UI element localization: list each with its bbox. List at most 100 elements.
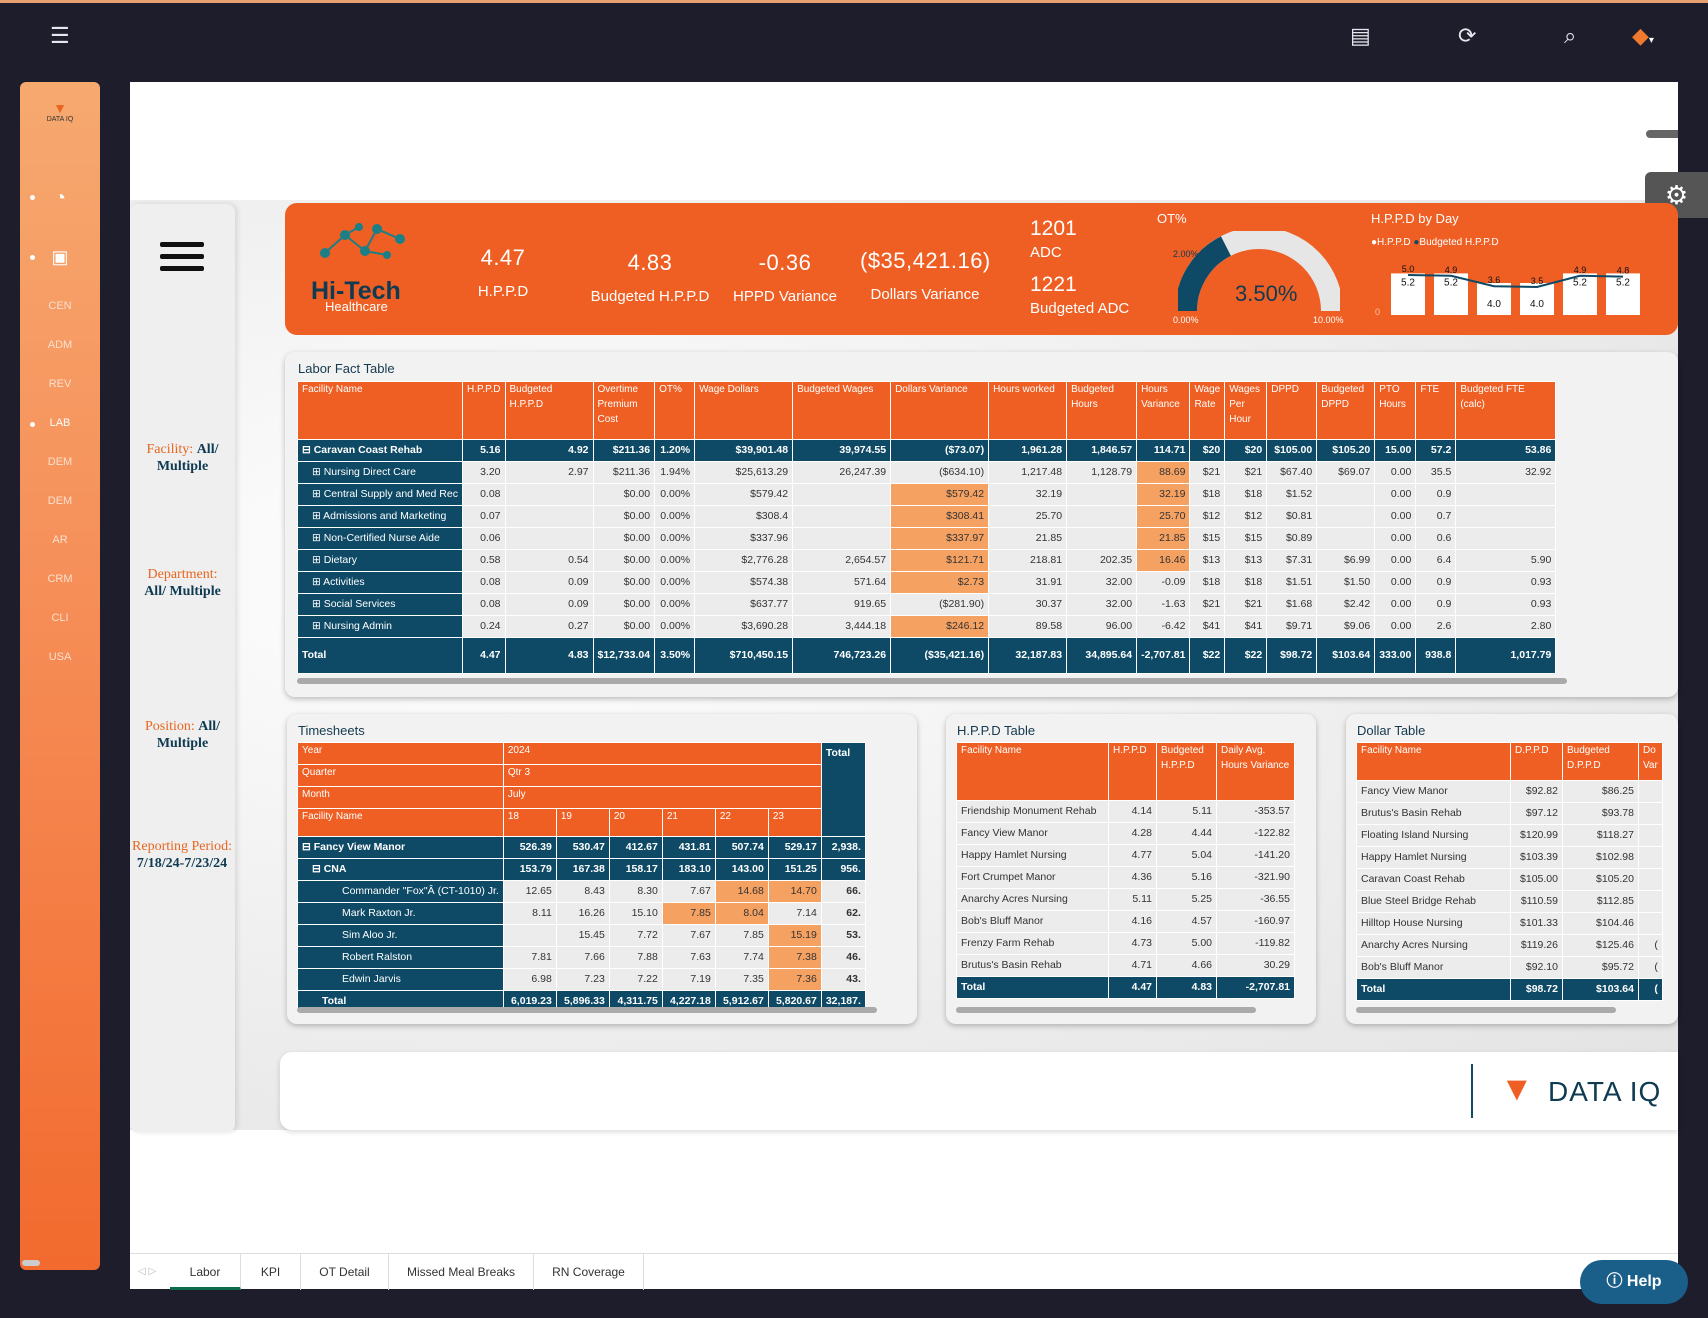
labor-cell: $20 <box>1189 439 1226 462</box>
ts-header-label: Month <box>297 786 504 809</box>
budgeted-hppd-line <box>1407 274 1624 289</box>
hitech-molecule-icon <box>315 223 415 263</box>
ts-cell: 14.70 <box>767 880 822 903</box>
hamburger-icon-line[interactable] <box>160 254 204 259</box>
hamburger-icon-line[interactable] <box>160 266 204 271</box>
labor-cell: $1.50 <box>1316 571 1376 594</box>
sidebar-item-adm[interactable]: ADM <box>47 339 73 351</box>
hamburger-icon[interactable] <box>160 242 204 247</box>
sidebar-item-cen[interactable]: CEN <box>48 300 72 312</box>
pie-chart-icon[interactable]: ◔ <box>53 187 67 209</box>
ts-header-value: 2024 <box>502 742 822 765</box>
labor-cell <box>504 505 594 528</box>
fox-avatar-icon[interactable]: ◆▾ <box>1632 23 1654 48</box>
labor-cell: 3.50% <box>654 637 696 674</box>
sidebar-item-dem[interactable]: DEM <box>47 456 73 468</box>
clipboard-icon[interactable]: ▣ <box>51 247 69 267</box>
sidebar-item-crm[interactable]: CRM <box>47 573 73 585</box>
labor-cell: 1,217.48 <box>988 461 1068 484</box>
collapse-icon[interactable]: ⊟ <box>312 863 324 875</box>
expand-icon[interactable]: ⊞ <box>312 554 324 566</box>
dollar_table-cell: Blue Steel Bridge Rehab <box>1356 890 1511 913</box>
ts-cell: 46. <box>820 946 866 969</box>
collapse-handle[interactable] <box>1646 130 1678 138</box>
hppd_table-row: Frenzy Farm Rehab 4.73 5.00 -119.82 <box>956 932 1295 955</box>
labor-cell <box>1066 505 1138 528</box>
labor-cell: 0.00% <box>654 483 696 506</box>
dollar_table-cell: $95.72 <box>1562 956 1639 979</box>
ts-header-row: Quarter Qtr 3 <box>297 764 866 787</box>
report-icon[interactable]: ▤ <box>1350 23 1371 48</box>
labor-cell: 34,895.64 <box>1066 637 1138 674</box>
expand-icon[interactable]: ⊞ <box>312 598 324 610</box>
labor-fact-title: Labor Fact Table <box>298 361 395 376</box>
sidebar-item-cli[interactable]: CLI <box>51 612 69 624</box>
facility-filter[interactable]: Facility: All/ Multiple <box>146 442 219 474</box>
dollar-hscroll[interactable] <box>1356 1007 1616 1013</box>
dollar_table-cell: Brutus's Basin Rehab <box>1356 802 1511 825</box>
expand-icon[interactable]: ⊞ <box>312 620 324 632</box>
help-button[interactable]: ⓘ Help <box>1580 1260 1688 1304</box>
labor-cell: $103.64 <box>1316 637 1376 674</box>
dollar_table-cell: $105.20 <box>1562 868 1639 891</box>
dollar_table-cell <box>1638 890 1663 913</box>
ts-cell: 7.74 <box>714 946 769 969</box>
expand-icon[interactable]: ⊞ <box>312 576 324 588</box>
search-icon[interactable]: ⌕ <box>1564 23 1577 48</box>
dollar_table-column-header: Budgeted D.P.P.D <box>1562 742 1639 781</box>
labor-cell: 0.00 <box>1374 461 1417 484</box>
labor-hscroll[interactable] <box>297 678 1567 684</box>
tab-rn-coverage[interactable]: RN Coverage <box>534 1254 644 1290</box>
ts-cell: 526.39 <box>502 836 557 859</box>
position-filter[interactable]: Position: All/ Multiple <box>144 719 221 751</box>
tab-labor[interactable]: Labor <box>170 1254 241 1290</box>
ts-cell: 7.38 <box>767 946 822 969</box>
kpi-dollars-variance: ($35,421.16) Dollars Variance <box>860 248 991 303</box>
expand-icon[interactable]: ⊟ <box>302 444 314 456</box>
hppd_table-cell: 4.77 <box>1108 844 1157 867</box>
hppd-bar <box>1520 283 1554 315</box>
labor-cell: $18 <box>1224 571 1268 594</box>
tab-missed-meal-breaks[interactable]: Missed Meal Breaks <box>389 1254 534 1290</box>
hppd_table-cell: 5.00 <box>1156 932 1217 955</box>
brand-name: Hi-Tech <box>311 277 401 305</box>
adc-label: ADC <box>1030 244 1062 261</box>
gauge-title: OT% <box>1157 211 1187 226</box>
tab-kpi[interactable]: KPI <box>241 1254 301 1290</box>
sidebar-scroll[interactable] <box>22 1260 40 1266</box>
labor-cell: $308.41 <box>890 505 990 528</box>
budgeted-hppd-label: 4.8 <box>1617 266 1630 276</box>
sidebar-item-usa[interactable]: USA <box>48 651 72 663</box>
tab-ot-detail[interactable]: OT Detail <box>301 1254 389 1290</box>
labor-row: ⊞ Non-Certified Nurse Aide 0.06 $0.00 0.00%… <box>297 527 1557 550</box>
hppd-bar-label: 5.2 <box>1444 277 1458 288</box>
labor-cell: $21 <box>1189 593 1226 616</box>
dollar_table-row: Anarchy Acres Nursing $119.26 $125.46( <box>1356 934 1663 957</box>
labor-cell: 0.93 <box>1455 571 1557 594</box>
ts-cell: 7.63 <box>661 946 716 969</box>
department-filter[interactable]: Department: All/ Multiple <box>144 567 221 599</box>
refresh-icon[interactable]: ⟳ <box>1458 23 1477 48</box>
sidebar-item-ar[interactable]: AR <box>52 534 68 546</box>
hppd-hscroll[interactable] <box>956 1007 1256 1013</box>
labor-cell: ⊞ Activities <box>297 571 463 594</box>
ts-cell: 15.45 <box>555 924 610 947</box>
expand-icon[interactable]: ⊞ <box>312 488 324 500</box>
budgeted-hppd-label: 3.6 <box>1488 275 1501 285</box>
labor-cell: Total <box>297 637 463 674</box>
expand-icon[interactable]: ⊞ <box>312 532 324 544</box>
sidebar-item-dem-2[interactable]: DEM <box>47 495 73 507</box>
timesheets-hscroll[interactable] <box>297 1007 877 1013</box>
list-menu-icon[interactable]: ☰ <box>50 23 70 48</box>
labor-cell: ⊞ Nursing Direct Care <box>297 461 463 484</box>
sidebar-item-rev[interactable]: REV <box>48 378 72 390</box>
labor-cell <box>792 505 892 528</box>
tab-scroll-left-icon[interactable]: ◁ ▷ <box>138 1266 157 1277</box>
expand-icon[interactable]: ⊞ <box>312 510 324 522</box>
collapse-icon[interactable]: ⊟ <box>302 841 314 853</box>
axis-zero-label: 0 <box>1375 307 1380 317</box>
labor-column-header: Wage Rate <box>1189 381 1226 440</box>
expand-icon[interactable]: ⊞ <box>312 466 324 478</box>
labor-cell: $18 <box>1189 571 1226 594</box>
sidebar-item-lab[interactable]: LAB <box>49 417 71 429</box>
